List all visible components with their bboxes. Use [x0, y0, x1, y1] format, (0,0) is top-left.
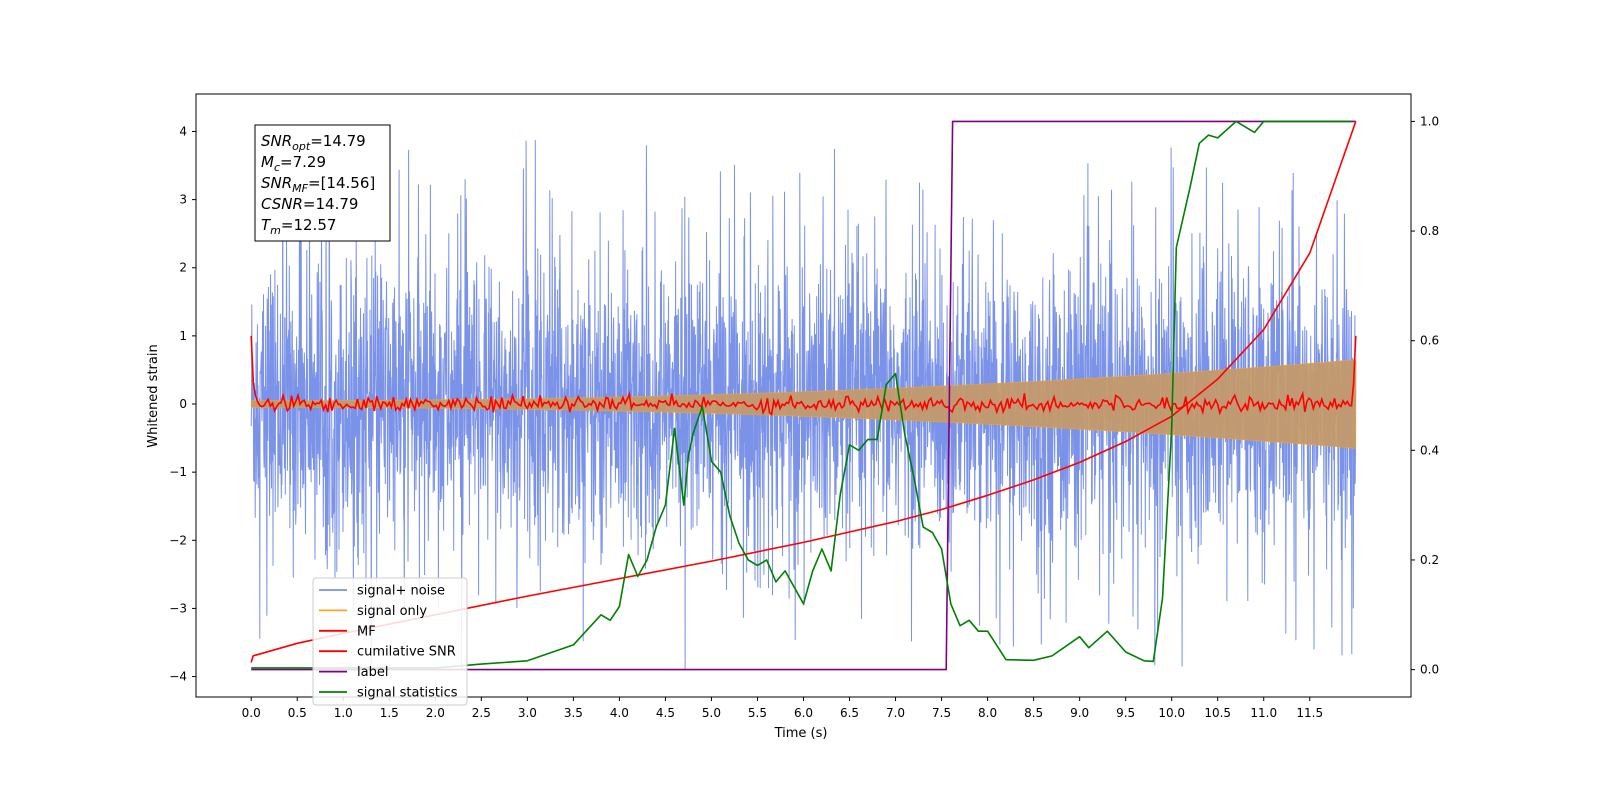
x-tick-label: 1.5	[380, 706, 399, 720]
x-tick-label: 11.5	[1296, 706, 1323, 720]
x-tick-label: 8.5	[1024, 706, 1043, 720]
x-tick-label: 2.0	[426, 706, 445, 720]
y-axis-label: Whitened strain	[146, 344, 161, 447]
x-tick-label: 10.5	[1204, 706, 1231, 720]
x-tick-label: 9.0	[1070, 706, 1089, 720]
annotation-line: SNRopt=14.79	[261, 132, 366, 153]
y-right-tick-label: 0.8	[1420, 224, 1439, 238]
legend-label: label	[357, 665, 388, 680]
y-left-tick-label: −4	[169, 670, 187, 684]
y-left-tick-label: 2	[179, 261, 187, 275]
y-left-tick-label: 0	[179, 397, 187, 411]
x-tick-label: 10.0	[1158, 706, 1185, 720]
x-tick-label: 0.5	[288, 706, 307, 720]
x-tick-label: 0.0	[242, 706, 261, 720]
x-tick-label: 3.5	[564, 706, 583, 720]
y-right-tick-label: 0.2	[1420, 553, 1439, 567]
x-tick-label: 5.0	[702, 706, 721, 720]
y-left-tick-label: −3	[169, 601, 187, 615]
annotation-line: CSNR=14.79	[261, 195, 358, 213]
y-left-tick-label: −2	[169, 533, 187, 547]
x-tick-label: 5.5	[748, 706, 767, 720]
legend: signal+ noise signal only MF cumilative SNR…	[312, 577, 468, 706]
y-left-tick-label: −1	[169, 465, 187, 479]
legend-label: MF	[357, 624, 376, 639]
y-right-tick-label: 0.4	[1420, 443, 1439, 457]
y-right-tick-label: 1.0	[1420, 114, 1439, 128]
legend-label: cumilative SNR	[357, 645, 456, 660]
y-right-tick-label: 0.6	[1420, 334, 1439, 348]
x-axis-label: Time (s)	[774, 726, 828, 741]
legend-label: signal only	[357, 604, 427, 619]
x-tick-label: 3.0	[518, 706, 537, 720]
x-tick-label: 7.0	[886, 706, 905, 720]
x-tick-label: 4.0	[610, 706, 629, 720]
x-tick-label: 6.0	[794, 706, 813, 720]
x-tick-label: 4.5	[656, 706, 675, 720]
legend-frame	[312, 577, 468, 706]
y-left-tick-label: 3	[179, 193, 187, 207]
legend-label: signal statistics	[357, 686, 458, 701]
x-tick-label: 2.5	[472, 706, 491, 720]
x-tick-label: 9.5	[1116, 706, 1135, 720]
annotation-frame	[254, 124, 391, 242]
x-tick-label: 7.5	[932, 706, 951, 720]
annotation-line: Tm=12.57	[261, 216, 336, 237]
annotation-line: Mc=7.29	[261, 153, 326, 174]
y-left-tick-label: 4	[179, 124, 187, 138]
legend-label: signal+ noise	[357, 584, 445, 599]
x-tick-label: 6.5	[840, 706, 859, 720]
y-left-tick-label: 1	[179, 329, 187, 343]
x-tick-label: 11.0	[1250, 706, 1277, 720]
x-tick-label: 1.0	[334, 706, 353, 720]
annotation-line: SNRMF=[14.56]	[261, 174, 375, 195]
x-axis: 0.0 0.5 1.0 1.5 2.0 2.5 3.0 3.5 4.0 4.5 5.0 5.5 6.0 6…	[242, 697, 1323, 720]
y-right-axis: 0.0 0.2 0.4 0.6 0.8 1.0	[1411, 114, 1439, 677]
annotation-box: SNRopt=14.79Mc=7.29SNRMF=[14.56]CSNR=14.…	[254, 124, 391, 242]
x-tick-label: 8.0	[978, 706, 997, 720]
series-signal-statistics	[251, 120, 1352, 669]
y-left-axis: −4 −3 −2 −1 0 1 2 3 4	[169, 124, 196, 684]
y-right-tick-label: 0.0	[1420, 663, 1439, 677]
